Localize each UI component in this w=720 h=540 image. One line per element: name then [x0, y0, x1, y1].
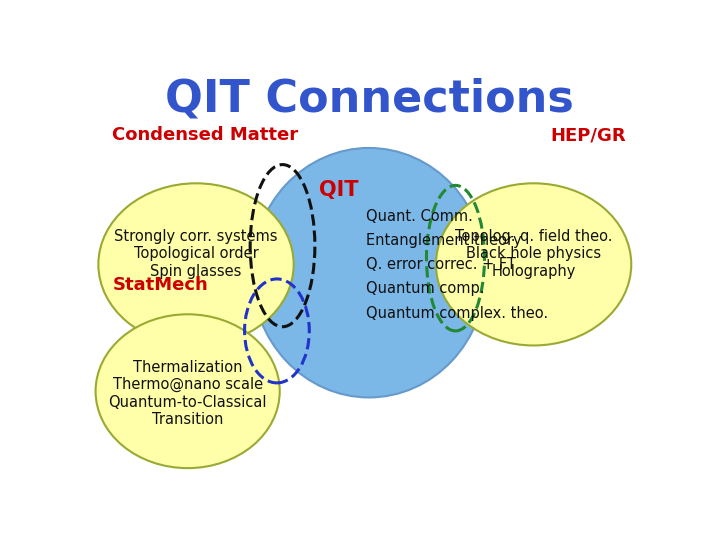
- Text: HEP/GR: HEP/GR: [550, 126, 626, 145]
- Text: Entanglement theory: Entanglement theory: [366, 233, 522, 248]
- Text: QIT: QIT: [319, 179, 359, 200]
- Ellipse shape: [99, 183, 294, 346]
- Text: QIT Connections: QIT Connections: [165, 77, 573, 120]
- Text: Thermalization
Thermo@nano scale
Quantum-to-Classical
Transition: Thermalization Thermo@nano scale Quantum…: [109, 360, 267, 427]
- Text: StatMech: StatMech: [112, 276, 208, 294]
- Ellipse shape: [252, 148, 486, 397]
- Text: Q. error correc. + FT: Q. error correc. + FT: [366, 257, 516, 272]
- Ellipse shape: [436, 183, 631, 346]
- Text: Topolog. q. field theo.
Black hole physics
Holography: Topolog. q. field theo. Black hole physi…: [455, 229, 612, 279]
- Text: Quantum complex. theo.: Quantum complex. theo.: [366, 306, 549, 321]
- Text: Quant. Comm.: Quant. Comm.: [366, 209, 473, 224]
- Text: Strongly corr. systems
Topological order
Spin glasses: Strongly corr. systems Topological order…: [114, 229, 278, 279]
- Ellipse shape: [96, 314, 279, 468]
- Text: Condensed Matter: Condensed Matter: [112, 126, 299, 145]
- Text: Quantum comp.: Quantum comp.: [366, 281, 485, 296]
